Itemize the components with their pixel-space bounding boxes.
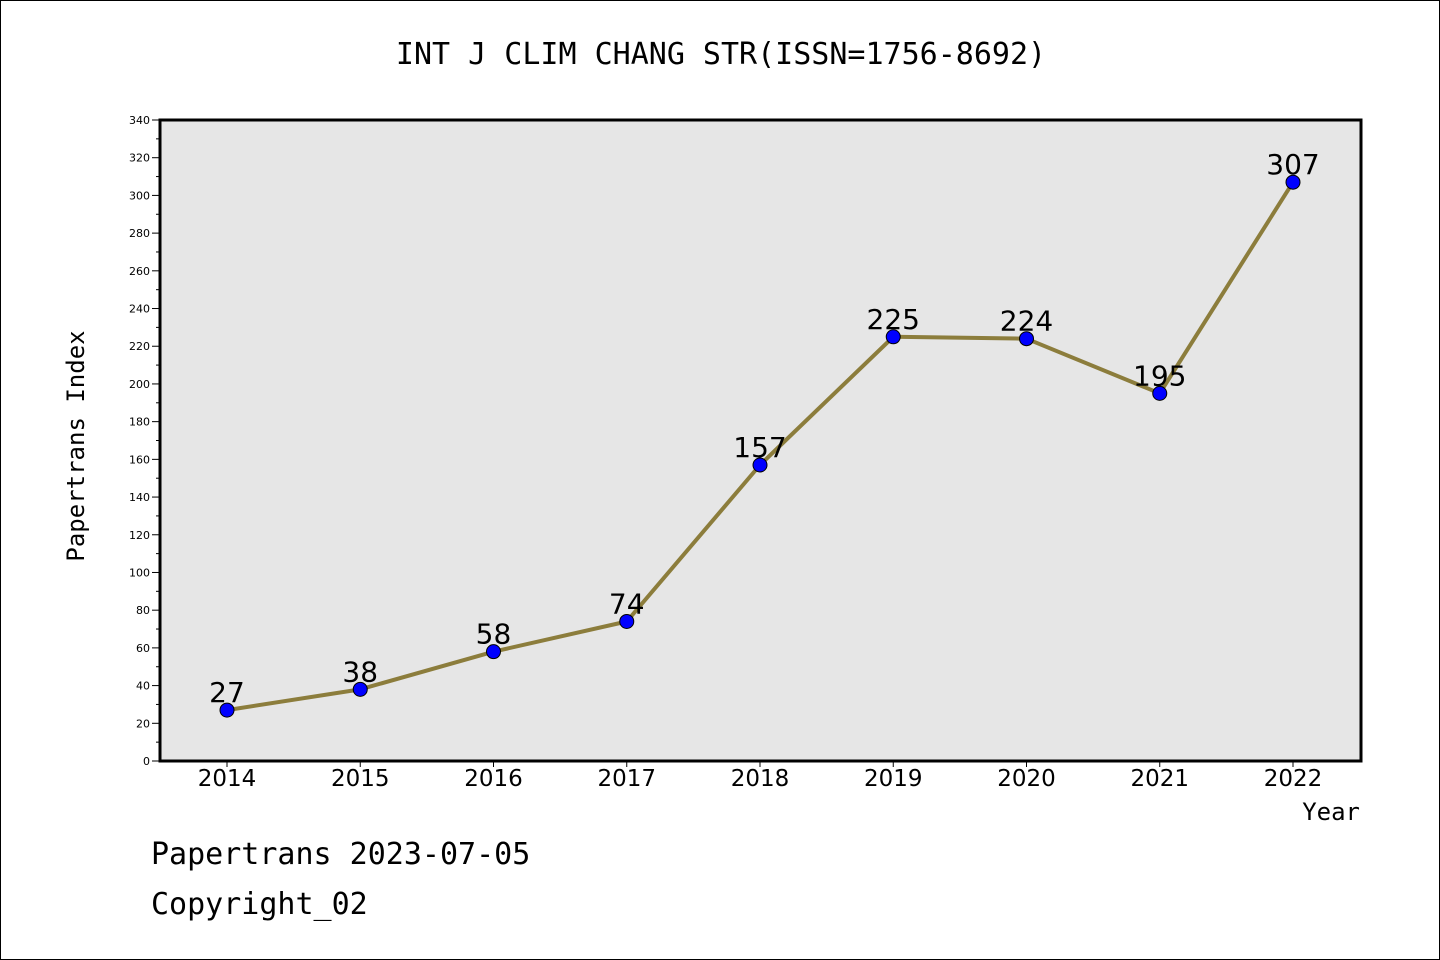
y-tick-label: 0 xyxy=(143,755,150,768)
y-tick-label: 220 xyxy=(129,340,150,353)
data-point xyxy=(1019,331,1034,347)
x-axis-label: Year xyxy=(1302,798,1360,826)
x-tick-label: 2021 xyxy=(1130,766,1189,792)
data-label: 157 xyxy=(733,431,786,464)
data-point xyxy=(619,613,635,629)
y-tick-label: 260 xyxy=(129,265,150,278)
y-axis-label: Papertrans Index xyxy=(62,330,90,561)
data-point xyxy=(1285,174,1301,190)
y-tick-label: 120 xyxy=(129,529,150,542)
y-tick-label: 280 xyxy=(129,227,150,240)
data-label: 224 xyxy=(1000,305,1053,338)
data-label: 38 xyxy=(342,655,378,688)
x-tick-label: 2016 xyxy=(464,766,523,792)
data-label: 307 xyxy=(1266,148,1319,181)
series-line-group: 27 38 58 74 157 225 224 195 307 xyxy=(209,148,1320,718)
y-tick-label: 160 xyxy=(129,453,150,466)
x-tick-label: 2019 xyxy=(864,766,923,792)
x-tick-label: 2022 xyxy=(1264,766,1323,792)
data-point xyxy=(219,702,235,718)
y-tick-label: 340 xyxy=(129,114,150,127)
y-tick-label: 240 xyxy=(129,303,150,316)
data-point xyxy=(885,329,901,345)
y-tick-label: 300 xyxy=(129,189,150,202)
y-tick-label: 140 xyxy=(129,491,150,504)
x-tick-label: 2014 xyxy=(198,766,257,792)
plot-area xyxy=(158,118,1363,763)
y-axis: 0 20 40 60 80 100 120 140 160 180 200 220 240 260 280 3… xyxy=(129,114,160,768)
y-tick-label: 60 xyxy=(136,642,150,655)
data-point xyxy=(486,644,501,660)
x-tick-label: 2015 xyxy=(331,766,390,792)
data-label: 27 xyxy=(209,676,245,709)
footer-copyright: Copyright_02 xyxy=(151,887,368,922)
data-point xyxy=(752,457,768,473)
data-label: 225 xyxy=(867,303,920,336)
chart-title: INT J CLIM CHANG STR(ISSN=1756-8692) xyxy=(395,37,1047,72)
y-tick-label: 40 xyxy=(136,680,150,693)
data-point xyxy=(352,681,368,697)
y-tick-label: 320 xyxy=(129,152,150,165)
x-tick-label: 2020 xyxy=(997,766,1056,792)
data-label: 195 xyxy=(1133,359,1186,392)
y-tick-label: 80 xyxy=(136,604,150,617)
x-axis: 2014 2015 2016 2017 2018 2019 2020 2021 2022 xyxy=(198,761,1323,792)
data-point xyxy=(1152,385,1168,401)
y-tick-label: 20 xyxy=(136,717,150,730)
y-tick-label: 180 xyxy=(129,416,150,429)
footer-date: Papertrans 2023-07-05 xyxy=(151,837,531,872)
data-label: 58 xyxy=(476,618,512,651)
x-tick-label: 2017 xyxy=(597,766,656,792)
data-label: 74 xyxy=(609,587,645,620)
x-tick-label: 2018 xyxy=(731,766,790,792)
y-tick-label: 200 xyxy=(129,378,150,391)
y-tick-label: 100 xyxy=(129,566,150,579)
